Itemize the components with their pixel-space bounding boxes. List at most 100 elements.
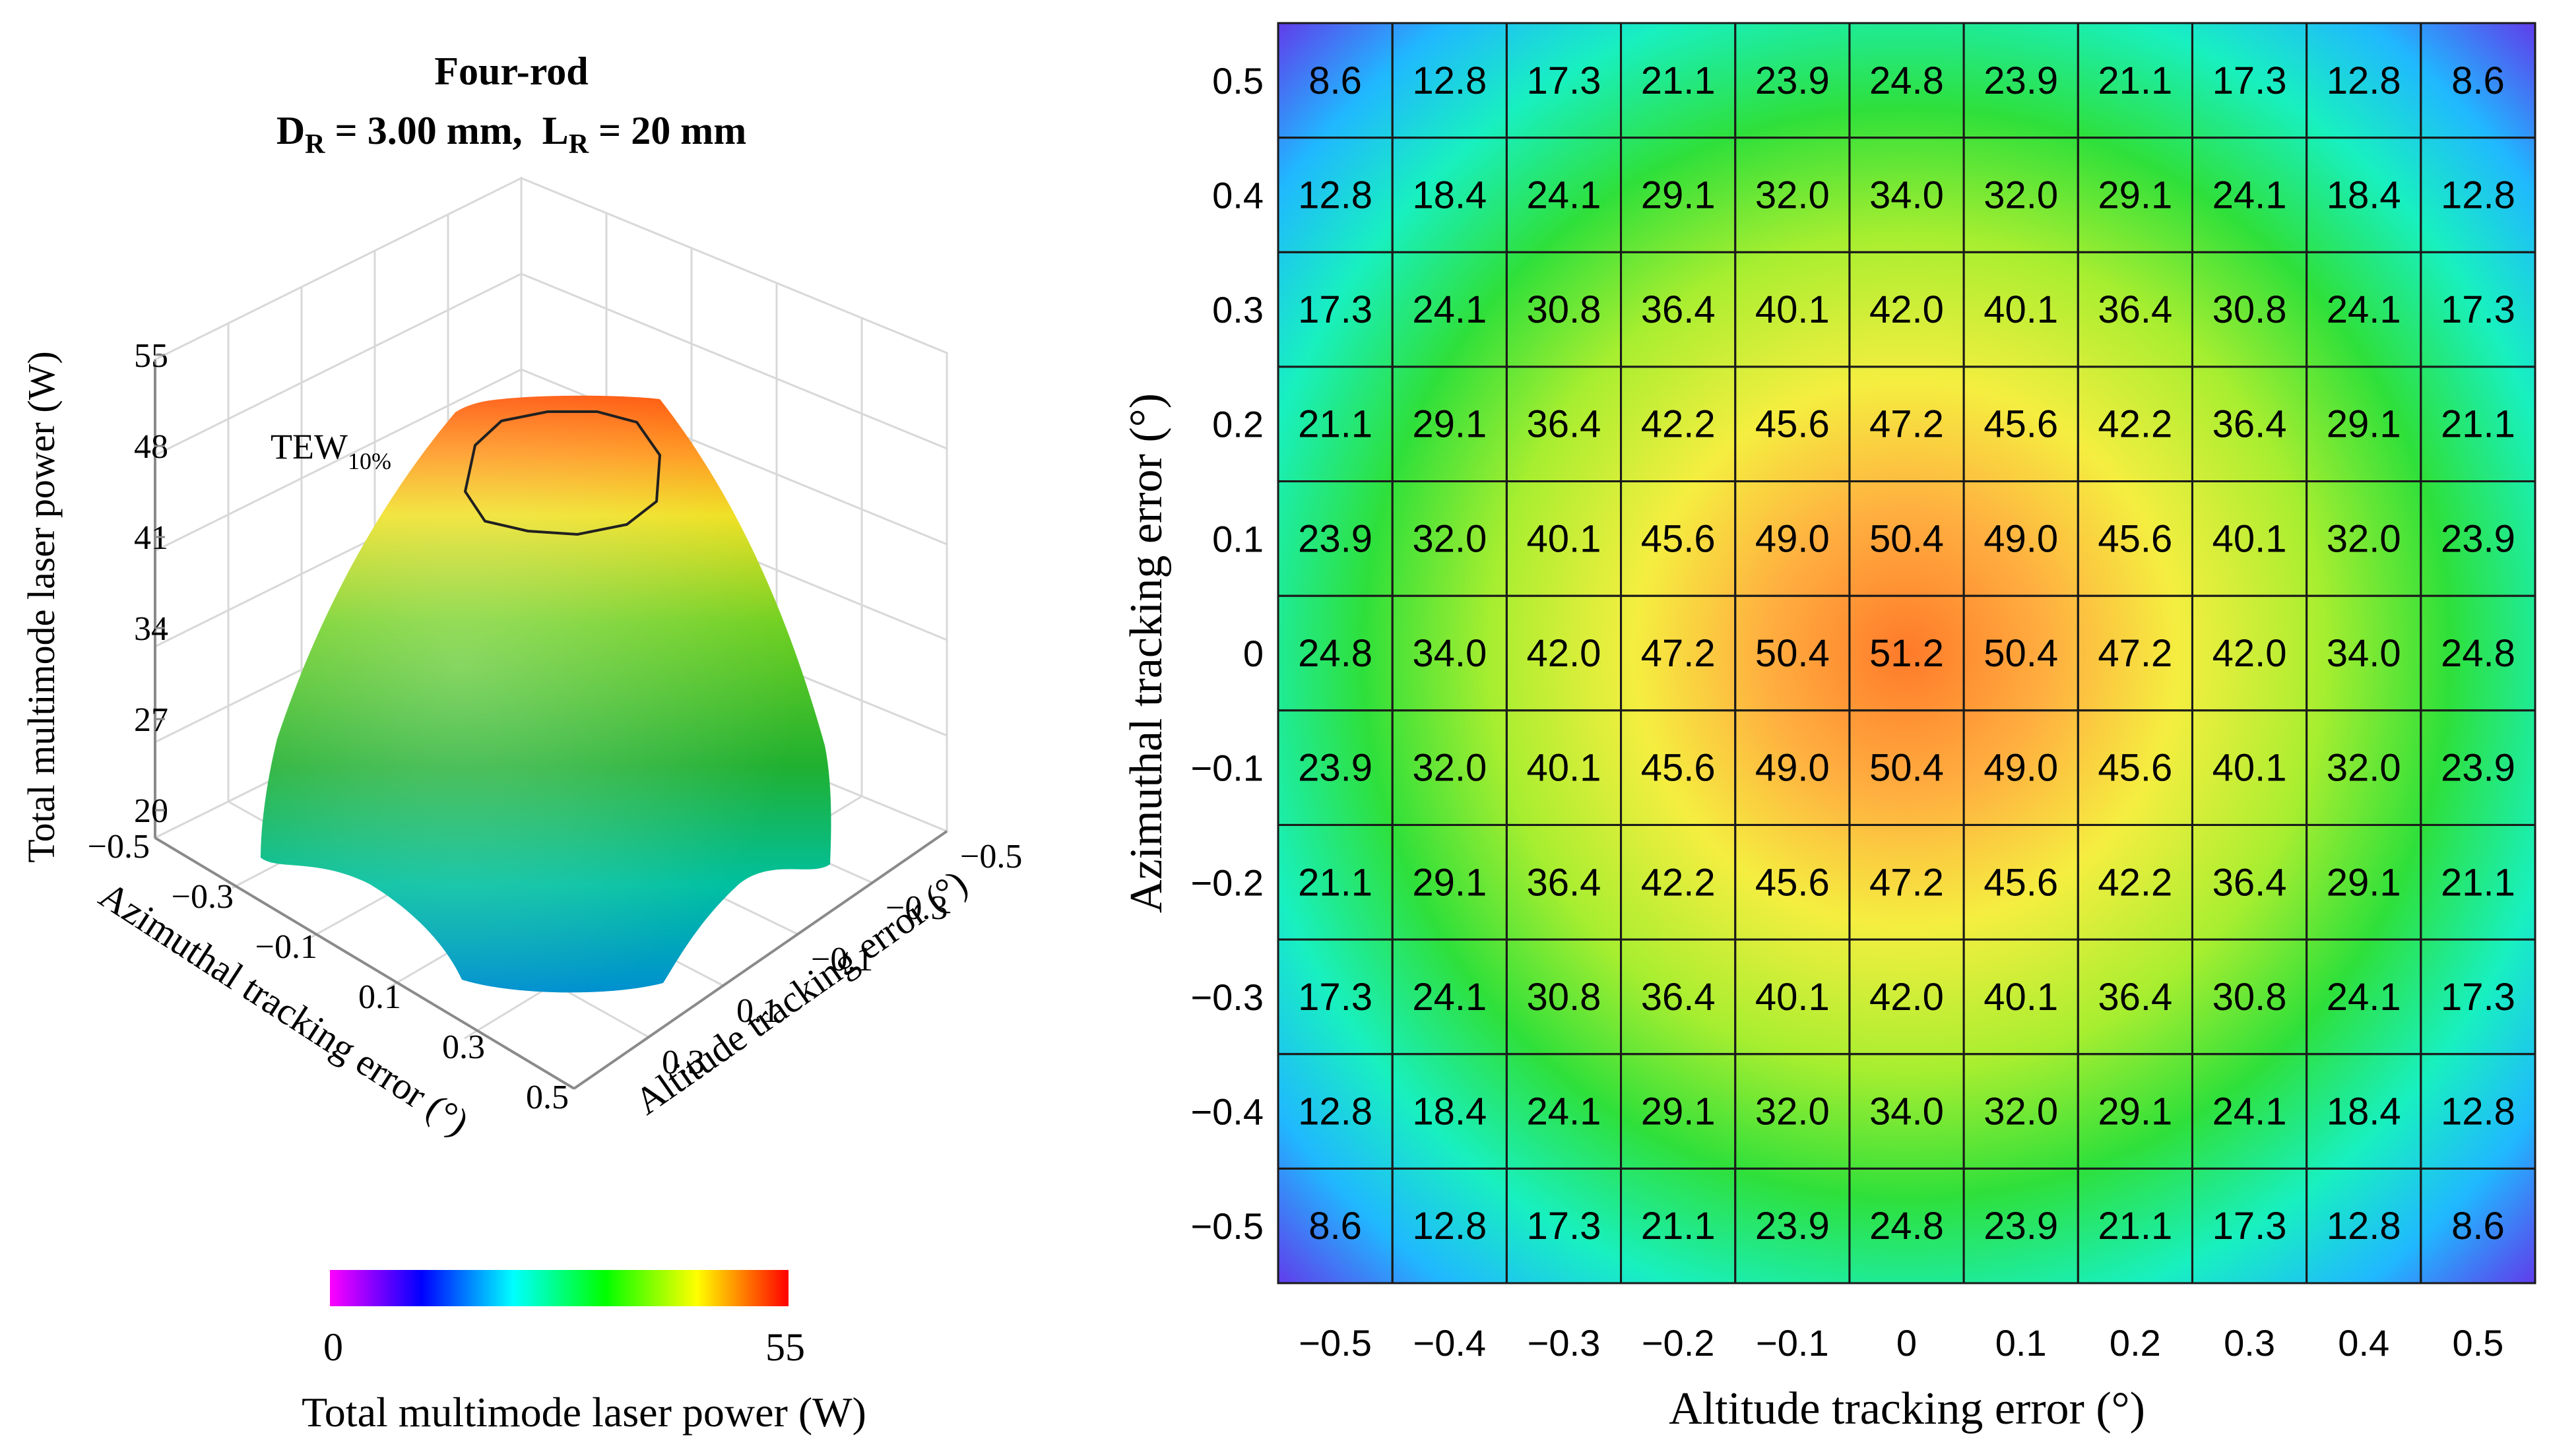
heatmap-cell-value: 12.8 — [2441, 174, 2515, 216]
heatmap-cell-value: 40.1 — [2212, 747, 2287, 790]
heatmap-cell-value: 40.1 — [1984, 288, 2058, 331]
heatmap-cell-value: 21.1 — [1641, 1205, 1716, 1248]
heatmap-y-tick: −0.2 — [1190, 862, 1264, 903]
heatmap-y-tick: 0.3 — [1212, 289, 1264, 331]
heatmap-cell-value: 30.8 — [2212, 976, 2287, 1019]
heatmap-cell-value: 49.0 — [1755, 517, 1830, 560]
heatmap-cell-value: 45.6 — [1755, 861, 1830, 904]
heatmap-x-tick: −0.2 — [1642, 1322, 1715, 1364]
heatmap-cell-value: 51.2 — [1869, 632, 1944, 675]
heatmap-cell-value: 50.4 — [1755, 632, 1830, 675]
heatmap-cells: 8.6 12.8 17.3 21.1 23.9 24.8 23.9 21.1 17.3 12.8 8… — [1277, 22, 2536, 1284]
heatmap-cell-value: 12.8 — [2327, 1205, 2401, 1248]
heatmap-cell-value: 24.8 — [1869, 1205, 1944, 1248]
altitude-floor-tick: −0.5 — [960, 838, 1022, 875]
heatmap-cell-value: 40.1 — [1984, 976, 2058, 1019]
heatmap-chart: 8.6 12.8 17.3 21.1 23.9 24.8 23.9 21.1 17.3 12.8 8… — [1121, 22, 2536, 1434]
heatmap-cell-value: 42.2 — [1641, 403, 1716, 446]
heatmap-x-tick: 0.3 — [2224, 1322, 2275, 1364]
heatmap-cell-value: 47.2 — [1641, 632, 1716, 675]
azimuthal-floor-tick: 0.1 — [358, 978, 401, 1016]
heatmap-cell-value: 29.1 — [1412, 861, 1487, 904]
heatmap-cell-value: 21.1 — [2441, 861, 2515, 904]
heatmap-cell-value: 47.2 — [1869, 403, 1944, 446]
heatmap-x-tick: −0.5 — [1299, 1322, 1372, 1364]
altitude-floor-tick: 0.3 — [662, 1044, 705, 1081]
colorbar-label: Total multimode laser power (W) — [302, 1389, 866, 1436]
heatmap-cell-value: 21.1 — [1641, 59, 1716, 102]
heatmap-cell-value: 12.8 — [1412, 1205, 1487, 1248]
heatmap-cell-value: 17.3 — [1527, 1205, 1601, 1248]
heatmap-x-tick: 0.1 — [1995, 1322, 2047, 1364]
heatmap-cell-value: 21.1 — [2098, 59, 2172, 102]
heatmap-y-tick: 0.5 — [1212, 60, 1264, 102]
heatmap-cell-value: 30.8 — [1527, 976, 1601, 1019]
heatmap-cell-value: 49.0 — [1984, 747, 2058, 790]
tew-label: TEW10% — [271, 427, 391, 474]
heatmap-cell-value: 21.1 — [2098, 1205, 2172, 1248]
heatmap-cell-value: 40.1 — [1755, 976, 1830, 1019]
heatmap-cell-value: 17.3 — [1527, 59, 1601, 102]
heatmap-cell-value: 47.2 — [2098, 632, 2172, 675]
heatmap-cell-value: 24.1 — [2327, 288, 2401, 331]
heatmap-y-tick: −0.3 — [1190, 976, 1264, 1018]
heatmap-cell-value: 24.1 — [2212, 1091, 2287, 1133]
heatmap-cell-value: 29.1 — [1641, 1091, 1716, 1133]
azimuthal-floor-tick: −0.3 — [172, 878, 234, 916]
heatmap-x-tick: 0.5 — [2452, 1322, 2503, 1364]
heatmap-cell-value: 12.8 — [2441, 1091, 2515, 1133]
heatmap-x-tick: −0.3 — [1528, 1322, 1601, 1364]
heatmap-cell-value: 32.0 — [1755, 1091, 1830, 1133]
heatmap-cell-value: 12.8 — [1298, 174, 1372, 216]
heatmap-x-tick: −0.4 — [1413, 1322, 1486, 1364]
heatmap-cell-value: 12.8 — [2327, 59, 2401, 102]
heatmap-cell-value: 42.0 — [2212, 632, 2287, 675]
heatmap-cell-value: 24.1 — [1527, 174, 1601, 216]
heatmap-cell-value: 32.0 — [1755, 174, 1830, 216]
heatmap-cell-value: 29.1 — [1412, 403, 1487, 446]
heatmap-cell-value: 23.9 — [2441, 747, 2515, 790]
heatmap-cell-value: 17.3 — [2212, 59, 2287, 102]
heatmap-cell-value: 18.4 — [2327, 174, 2401, 216]
heatmap-cell-value: 40.1 — [1527, 747, 1601, 790]
heatmap-cell-value: 50.4 — [1984, 632, 2058, 675]
heatmap-cell-value: 50.4 — [1869, 747, 1944, 790]
box-axes — [154, 360, 948, 1090]
heatmap-cell-value: 29.1 — [2098, 1091, 2172, 1133]
heatmap-cell-value: 42.2 — [2098, 403, 2172, 446]
heatmap-y-tick: 0.4 — [1212, 174, 1264, 216]
heatmap-x-tick: 0 — [1896, 1322, 1917, 1364]
heatmap-cell-value: 17.3 — [1298, 288, 1372, 331]
heatmap-cell-value: 24.8 — [1869, 59, 1944, 102]
heatmap-cell-value: 32.0 — [1984, 174, 2058, 216]
heatmap-cell-value: 47.2 — [1869, 861, 1944, 904]
heatmap-cell-value: 21.1 — [1298, 861, 1372, 904]
heatmap-cell-value: 21.1 — [1298, 403, 1372, 446]
heatmap-cell — [2420, 1167, 2536, 1284]
heatmap-cell-value: 40.1 — [1527, 517, 1601, 560]
heatmap-cell-value: 40.1 — [1755, 288, 1830, 331]
surface-plot: Four-rod DR = 3.00 mm, LR = 20 mm — [20, 49, 1022, 1436]
heatmap-cell-value: 29.1 — [2327, 861, 2401, 904]
heatmap-cell-value: 21.1 — [2441, 403, 2515, 446]
heatmap-cell-value: 8.6 — [1308, 59, 1362, 102]
heatmap-cell-value: 42.2 — [1641, 861, 1716, 904]
heatmap-cell-value: 12.8 — [1298, 1091, 1372, 1133]
heatmap-y-tick: −0.1 — [1190, 747, 1264, 789]
heatmap-cell-value: 17.3 — [1298, 976, 1372, 1019]
heatmap-cell-value: 30.8 — [2212, 288, 2287, 331]
heatmap-cell-value: 36.4 — [1527, 403, 1601, 446]
heatmap-cell-value: 18.4 — [1412, 174, 1487, 216]
heatmap-cell-value: 32.0 — [1412, 747, 1487, 790]
tew-contour — [463, 410, 662, 536]
heatmap-cell-value: 23.9 — [1755, 59, 1830, 102]
heatmap-cell-value: 24.8 — [2441, 632, 2515, 675]
heatmap-cell-value: 24.1 — [2212, 174, 2287, 216]
heatmap-cell-value: 45.6 — [1984, 403, 2058, 446]
heatmap-y-tick: −0.4 — [1190, 1091, 1264, 1133]
heatmap-background — [1278, 23, 2535, 1283]
heatmap-x-tick: 0.4 — [2338, 1322, 2389, 1364]
heatmap-cell-value: 42.0 — [1527, 632, 1601, 675]
heatmap-y-label: Azimuthal tracking error (°) — [1121, 393, 1172, 913]
